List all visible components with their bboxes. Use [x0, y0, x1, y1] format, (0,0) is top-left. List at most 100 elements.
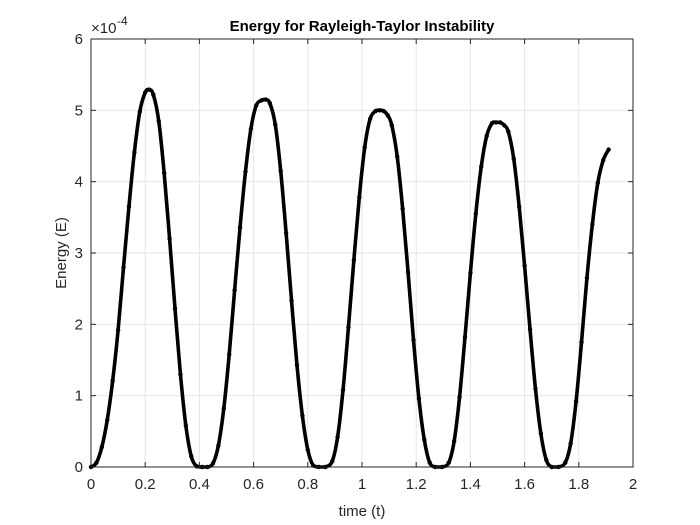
- data-point: [259, 98, 264, 103]
- data-point: [237, 225, 243, 230]
- data-point: [143, 90, 148, 95]
- data-point: [527, 327, 533, 332]
- data-point: [227, 352, 232, 357]
- x-tick-label: 2: [629, 476, 637, 493]
- data-point: [411, 337, 416, 343]
- data-point: [335, 434, 340, 440]
- data-point: [538, 431, 544, 436]
- x-tick-label: 0: [87, 476, 95, 493]
- data-point: [462, 334, 468, 340]
- data-point: [579, 339, 584, 345]
- data-point: [400, 206, 405, 211]
- data-point: [422, 437, 427, 443]
- data-point: [121, 265, 126, 270]
- chart-title: Energy for Rayleigh-Taylor Instability: [230, 18, 495, 35]
- data-point: [283, 230, 289, 236]
- data-point: [489, 120, 495, 126]
- data-point: [590, 222, 595, 227]
- data-point: [373, 108, 378, 114]
- y-tick-label: 1: [75, 388, 83, 405]
- data-point: [457, 394, 462, 400]
- data-point: [584, 275, 590, 281]
- data-point: [278, 168, 283, 174]
- data-point: [210, 461, 216, 466]
- data-point: [533, 386, 538, 391]
- data-point: [132, 150, 137, 155]
- data-point: [367, 116, 373, 122]
- x-tick-layer: 0 0.2 0.4 0.6 0.8 1 1.2 1.4 1.6 1.8 2: [87, 39, 637, 493]
- data-point: [289, 298, 294, 303]
- data-point: [248, 126, 254, 132]
- data-point: [273, 122, 278, 127]
- data-point: [522, 263, 527, 269]
- data-point: [381, 108, 386, 114]
- data-point: [544, 457, 549, 463]
- data-point: [427, 460, 432, 465]
- data-point: [161, 170, 167, 176]
- data-point: [263, 97, 268, 102]
- data-point: [606, 147, 611, 152]
- data-point: [300, 413, 305, 418]
- data-point: [446, 460, 451, 465]
- data-point: [329, 459, 335, 464]
- data-point: [389, 123, 395, 128]
- data-point: [232, 287, 237, 293]
- data-point: [568, 441, 573, 446]
- y-tick-label: 6: [75, 31, 83, 48]
- data-point: [451, 439, 457, 444]
- data-point: [305, 447, 310, 453]
- data-point: [151, 92, 156, 97]
- x-axis-label: time (t): [339, 503, 386, 520]
- data-point: [511, 156, 516, 162]
- y-axis-label: Energy (E): [53, 217, 70, 289]
- x-tick-label: 0.8: [297, 476, 318, 493]
- y-exponent-power: -4: [117, 14, 128, 28]
- data-point: [340, 387, 346, 393]
- data-point: [178, 372, 183, 377]
- x-tick-label: 1.6: [514, 476, 535, 493]
- data-point: [473, 211, 479, 216]
- data-point: [189, 454, 194, 459]
- x-tick-label: 0.4: [189, 476, 210, 493]
- data-point: [498, 120, 503, 125]
- data-point: [110, 378, 115, 383]
- data-point: [183, 423, 189, 428]
- y-exponent-base: ×10: [91, 20, 116, 37]
- data-point: [267, 101, 273, 106]
- x-tick-label: 0.6: [243, 476, 264, 493]
- y-tick-label: 4: [75, 174, 83, 191]
- data-point: [416, 396, 422, 401]
- data-point: [351, 257, 357, 263]
- data-point: [194, 464, 199, 469]
- data-point: [94, 460, 99, 465]
- data-point: [147, 87, 152, 92]
- data-point: [167, 236, 172, 241]
- series-layer: [88, 87, 611, 470]
- data-point: [221, 406, 226, 411]
- data-point: [357, 195, 362, 200]
- data-point: [254, 103, 259, 108]
- x-tick-label: 0.2: [135, 476, 156, 493]
- data-point: [573, 399, 579, 404]
- y-tick-label: 2: [75, 316, 83, 333]
- data-point: [502, 123, 507, 128]
- data-point: [216, 443, 221, 448]
- x-tick-label: 1.2: [406, 476, 427, 493]
- y-tick-label: 0: [75, 459, 83, 476]
- y-tick-label: 5: [75, 102, 83, 119]
- data-point: [493, 120, 499, 125]
- data-point: [377, 108, 382, 113]
- data-point: [243, 169, 248, 174]
- data-point: [506, 129, 511, 134]
- data-point: [156, 118, 161, 124]
- data-point: [468, 270, 473, 276]
- data-point: [294, 362, 300, 368]
- data-point: [115, 327, 121, 333]
- data-point: [362, 145, 367, 150]
- x-tick-label: 1: [358, 476, 366, 493]
- data-point: [346, 324, 351, 330]
- data-point: [99, 444, 105, 450]
- data-point: [484, 133, 489, 139]
- x-tick-label: 1.4: [460, 476, 481, 493]
